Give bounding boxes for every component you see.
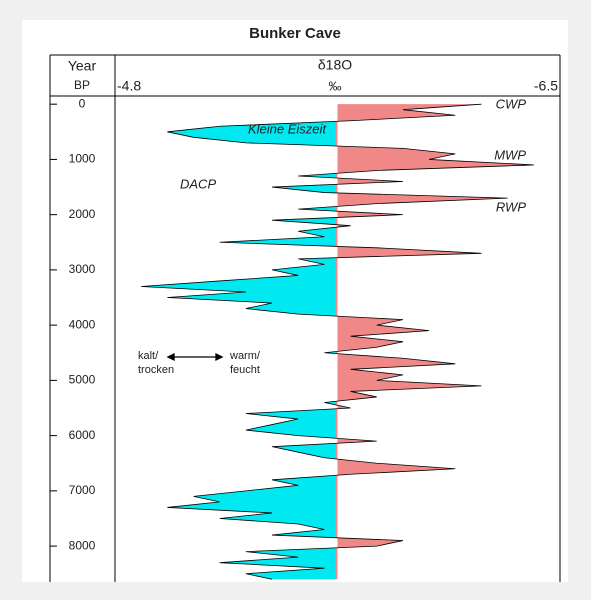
y-label: ‰ xyxy=(329,78,342,93)
x-tick-label: 0 xyxy=(79,96,86,110)
annotation: trocken xyxy=(138,364,174,376)
x-tick-label: 4000 xyxy=(69,317,96,331)
chart-title: Bunker Cave xyxy=(249,25,341,42)
x-tick-label: 5000 xyxy=(69,373,96,387)
x-tick-label: 8000 xyxy=(69,538,96,552)
annotation: Kleine Eiszeit xyxy=(248,121,327,136)
x-tick-label: 2000 xyxy=(69,207,96,221)
y-tick-label: -4.8 xyxy=(117,78,141,94)
y-title: δ18O xyxy=(318,57,352,73)
annotation: RWP xyxy=(496,199,526,214)
frame xyxy=(49,54,561,582)
annotation: MWP xyxy=(494,147,526,162)
x-tick-label: 1000 xyxy=(69,152,96,166)
annotation: CWP xyxy=(496,96,527,111)
x-label: Year xyxy=(68,58,97,74)
y-tick-label: -6.5 xyxy=(534,78,558,94)
x-unit: BP xyxy=(74,78,90,92)
annotation: warm/ xyxy=(229,350,261,362)
annotation: DACP xyxy=(180,176,216,191)
area-low xyxy=(141,121,335,580)
arrow xyxy=(166,352,224,362)
annotation: kalt/ xyxy=(138,350,159,362)
area-high xyxy=(335,104,534,580)
annotation: feucht xyxy=(230,364,260,376)
x-tick-label: 6000 xyxy=(69,428,96,442)
x-tick-label: 7000 xyxy=(69,483,96,497)
x-tick-label: 3000 xyxy=(69,262,96,276)
line xyxy=(141,103,534,580)
